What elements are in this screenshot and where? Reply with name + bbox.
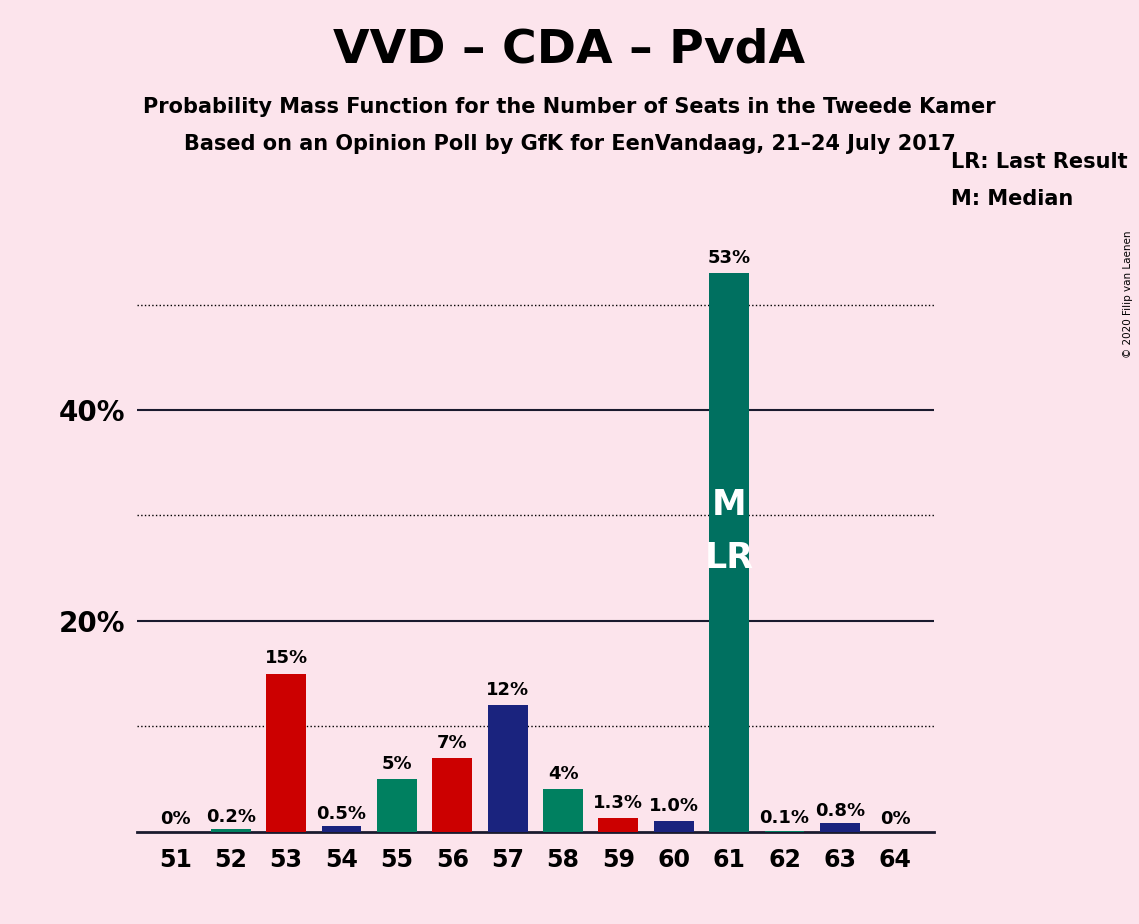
- Text: 1.3%: 1.3%: [593, 794, 644, 811]
- Text: 12%: 12%: [486, 681, 530, 699]
- Text: 15%: 15%: [264, 650, 308, 667]
- Text: M: M: [712, 488, 746, 522]
- Text: 0.5%: 0.5%: [317, 805, 367, 823]
- Text: © 2020 Filip van Laenen: © 2020 Filip van Laenen: [1123, 231, 1133, 359]
- Text: 5%: 5%: [382, 755, 412, 772]
- Text: 1.0%: 1.0%: [649, 796, 698, 815]
- Text: 0.8%: 0.8%: [814, 802, 865, 820]
- Bar: [543, 789, 583, 832]
- Bar: [433, 758, 473, 832]
- Text: M: Median: M: Median: [951, 189, 1073, 210]
- Text: 0.2%: 0.2%: [206, 808, 256, 826]
- Bar: [764, 831, 804, 832]
- Bar: [820, 823, 860, 832]
- Text: 7%: 7%: [437, 734, 468, 751]
- Bar: [211, 830, 251, 832]
- Text: Based on an Opinion Poll by GfK for EenVandaag, 21–24 July 2017: Based on an Opinion Poll by GfK for EenV…: [183, 134, 956, 154]
- Text: VVD – CDA – PvdA: VVD – CDA – PvdA: [334, 28, 805, 73]
- Bar: [321, 826, 361, 832]
- Bar: [710, 274, 749, 832]
- Text: 0%: 0%: [161, 810, 190, 829]
- Text: Probability Mass Function for the Number of Seats in the Tweede Kamer: Probability Mass Function for the Number…: [144, 97, 995, 117]
- Text: 53%: 53%: [707, 249, 751, 267]
- Text: 0.1%: 0.1%: [760, 809, 810, 827]
- Bar: [267, 674, 306, 832]
- Text: 0%: 0%: [880, 810, 910, 829]
- Bar: [487, 705, 527, 832]
- Bar: [377, 779, 417, 832]
- Text: LR: Last Result: LR: Last Result: [951, 152, 1128, 173]
- Bar: [654, 821, 694, 832]
- Text: 4%: 4%: [548, 765, 579, 784]
- Text: LR: LR: [705, 541, 754, 575]
- Bar: [598, 818, 638, 832]
